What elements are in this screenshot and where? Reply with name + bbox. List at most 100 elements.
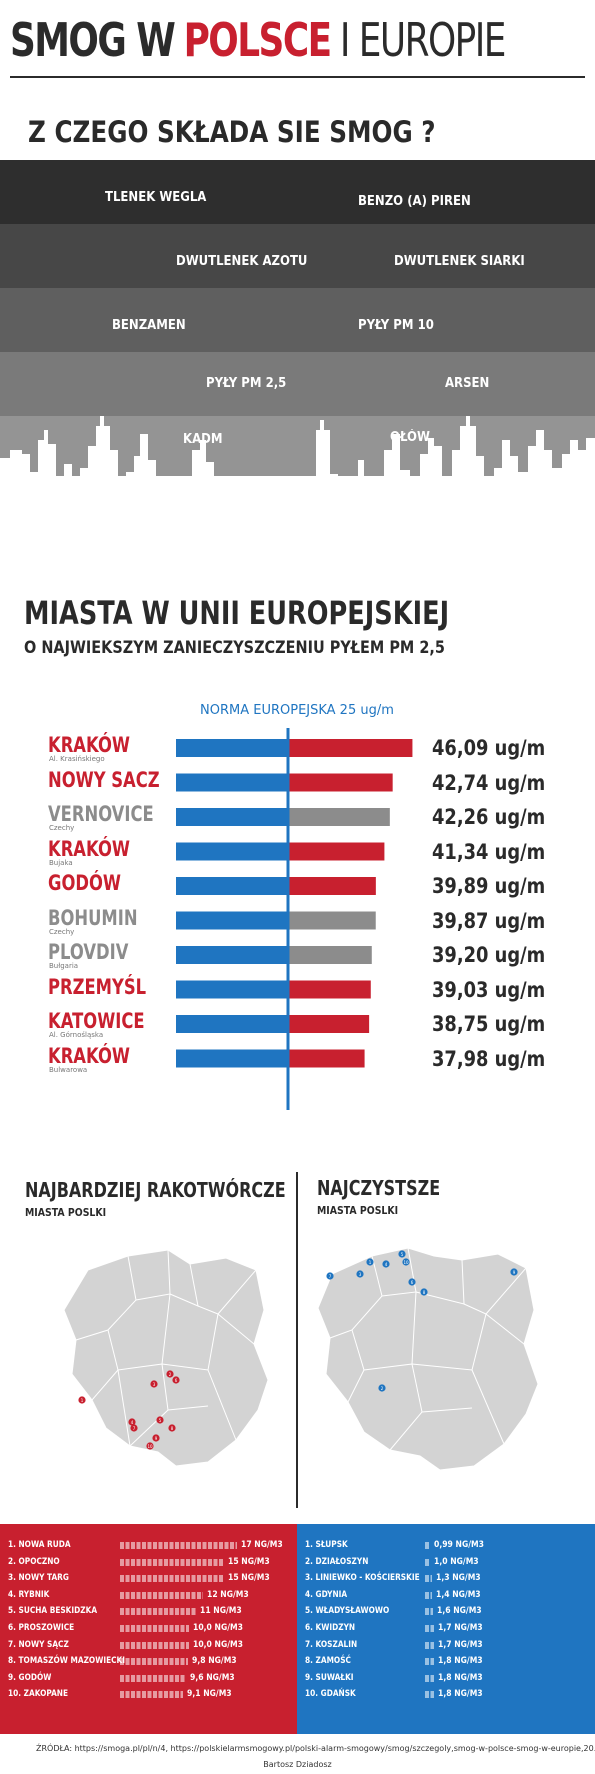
title-part-3: I EUROPIE bbox=[339, 13, 507, 67]
ranking-value: 17 NG/M3 bbox=[241, 1540, 284, 1550]
smog-component: KADM bbox=[183, 432, 223, 447]
city-name: BOHUMIN bbox=[48, 905, 138, 930]
city-name: KATOWICE bbox=[48, 1009, 145, 1033]
excess-bar bbox=[288, 842, 385, 861]
city-value: 39,03 ug/m bbox=[432, 977, 546, 1002]
ranking-value: 1,7 NG/M3 bbox=[437, 1623, 483, 1633]
ranking-row: 4. GDYNIA 1,4 NG/M3 bbox=[305, 1588, 587, 1603]
map-marker-label: 7 bbox=[329, 1274, 332, 1279]
norm-bar bbox=[176, 911, 288, 930]
dirty-section-sub: MIASTA POSLKI bbox=[25, 1206, 107, 1219]
ranking-row: 8. ZAMOŚĆ 1,8 NG/M3 bbox=[305, 1654, 587, 1669]
ranking-city: 1. SŁUPSK bbox=[305, 1540, 348, 1550]
map-marker bbox=[128, 1418, 136, 1426]
ranking-city: 8. ZAMOŚĆ bbox=[305, 1656, 351, 1667]
norm-bar bbox=[176, 946, 288, 964]
clean-section-sub: MIASTA POSLKI bbox=[317, 1204, 399, 1217]
smog-component: BENZAMEN bbox=[112, 318, 186, 333]
city-sublabel: Bulwarowa bbox=[49, 1065, 88, 1074]
excess-bar bbox=[288, 739, 413, 757]
map-marker-label: 1 bbox=[369, 1260, 372, 1265]
title-part-2: POLSCE bbox=[183, 13, 333, 67]
ranking-value: 1,3 NG/M3 bbox=[435, 1573, 481, 1584]
map-marker-label: 4 bbox=[131, 1420, 134, 1425]
city-name: PRZEMYŚL bbox=[48, 974, 147, 999]
ranking-bar bbox=[425, 1641, 434, 1649]
smog-component: DWUTLENEK AZOTU bbox=[176, 254, 308, 269]
ranking-row: 7. KOSZALIN 1,7 NG/M3 bbox=[305, 1638, 587, 1653]
map-marker bbox=[402, 1258, 410, 1266]
ranking-bar bbox=[425, 1625, 434, 1632]
map-marker-label: 1 bbox=[81, 1398, 84, 1403]
ranking-row: 5. SUCHA BESKIDZKA 11 NG/M3 bbox=[8, 1604, 289, 1619]
ranking-row: 6. PROSZOWICE 10,0 NG/M3 bbox=[8, 1621, 289, 1636]
smog-band-2 bbox=[0, 224, 595, 288]
ranking-row: 9. SUWAŁKI 1,8 NG/M3 bbox=[305, 1671, 587, 1686]
ranking-row: 3. NOWY TARG 15 NG/M3 bbox=[8, 1571, 289, 1586]
map-marker-label: 6 bbox=[411, 1280, 414, 1285]
map-marker bbox=[326, 1272, 334, 1280]
ranking-city: 9. GODÓW bbox=[8, 1672, 52, 1683]
ranking-city: 3. NOWY TARG bbox=[8, 1573, 69, 1584]
ranking-city: 4. GDYNIA bbox=[305, 1589, 348, 1600]
excess-bar bbox=[288, 911, 376, 930]
map-marker-label: 2 bbox=[169, 1372, 172, 1377]
map-marker-label: 3 bbox=[153, 1382, 156, 1387]
ranking-row: 2. OPOCZNO 15 NG/M3 bbox=[8, 1555, 289, 1570]
cleanest-panel: 1. SŁUPSK 0,99 NG/M3 2. DZIAŁOSZYN 1,0 NG/M… bbox=[297, 1524, 595, 1734]
map-marker bbox=[420, 1288, 428, 1296]
ranking-row: 2. DZIAŁOSZYN 1,0 NG/M3 bbox=[305, 1555, 587, 1570]
norm-bar bbox=[176, 808, 288, 826]
map-marker bbox=[150, 1380, 158, 1388]
city-value: 41,34 ug/m bbox=[432, 839, 546, 864]
ranking-bar bbox=[425, 1575, 432, 1583]
ranking-bar bbox=[425, 1608, 434, 1616]
dirty-section-title: NAJBARDZIEJ RAKOTWÓRCZE bbox=[25, 1178, 286, 1202]
title-part-1: SMOG W bbox=[10, 13, 176, 67]
ranking-row: 10. GDAŃSK 1,8 NG/M3 bbox=[305, 1687, 587, 1702]
map-marker-label: 4 bbox=[385, 1262, 388, 1267]
norm-bar bbox=[176, 877, 288, 895]
poland-map-clean: 1 2 3 4 5 6 7 8 9 10 bbox=[317, 1247, 539, 1471]
city-skyline bbox=[0, 416, 595, 560]
ranking-bar bbox=[120, 1608, 196, 1616]
map-marker bbox=[356, 1270, 364, 1278]
page-title: SMOG W POLSCE I EUROPIE bbox=[10, 10, 507, 70]
ranking-city: 5. WŁADYSŁAWOWO bbox=[305, 1606, 390, 1617]
map-marker-label: 3 bbox=[359, 1272, 362, 1277]
map-marker bbox=[168, 1424, 176, 1432]
ranking-bar bbox=[425, 1674, 435, 1682]
map-marker-label: 5 bbox=[401, 1252, 404, 1257]
ranking-value: 1,8 NG/M3 bbox=[438, 1656, 483, 1667]
excess-bar bbox=[288, 773, 393, 792]
ranking-row: 5. WŁADYSŁAWOWO 1,6 NG/M3 bbox=[305, 1604, 587, 1619]
norm-bar bbox=[176, 842, 288, 861]
ranking-value: 1,6 NG/M3 bbox=[437, 1606, 482, 1617]
smog-component: PYŁY PM 2,5 bbox=[206, 376, 287, 391]
map-marker-label: 5 bbox=[159, 1418, 162, 1423]
map-marker bbox=[408, 1278, 416, 1286]
ranking-value: 10,0 NG/M3 bbox=[193, 1639, 243, 1650]
ranking-bar bbox=[120, 1558, 224, 1566]
ranking-value: 15 NG/M3 bbox=[227, 1556, 270, 1567]
smog-heading: Z CZEGO SKŁADA SIE SMOG ? bbox=[28, 115, 436, 149]
clean-section-title: NAJCZYSTSZE bbox=[317, 1176, 441, 1200]
ranking-city: 10. GDAŃSK bbox=[305, 1689, 356, 1700]
city-value: 39,20 ug/m bbox=[432, 943, 546, 967]
map-marker-label: 8 bbox=[423, 1290, 426, 1295]
city-value: 38,75 ug/m bbox=[432, 1012, 546, 1036]
ranking-city: 7. NOWY SĄCZ bbox=[8, 1639, 69, 1650]
city-value: 39,87 ug/m bbox=[432, 908, 546, 933]
smog-component: ARSEN bbox=[445, 376, 490, 391]
ranking-bar bbox=[425, 1691, 435, 1699]
map-marker bbox=[378, 1384, 386, 1392]
norm-bar bbox=[176, 1015, 288, 1033]
ranking-value: 1,7 NG/M3 bbox=[437, 1639, 483, 1650]
ranking-row: 9. GODÓW 9,6 NG/M3 bbox=[8, 1671, 289, 1686]
ranking-bar bbox=[120, 1658, 188, 1666]
ranking-value: 1,8 NG/M3 bbox=[438, 1689, 483, 1700]
ranking-row: 7. NOWY SĄCZ 10,0 NG/M3 bbox=[8, 1638, 289, 1653]
city-value: 42,26 ug/m bbox=[432, 805, 546, 829]
city-sublabel: Bułgaria bbox=[49, 962, 79, 970]
city-sublabel: Czechy bbox=[49, 927, 75, 936]
